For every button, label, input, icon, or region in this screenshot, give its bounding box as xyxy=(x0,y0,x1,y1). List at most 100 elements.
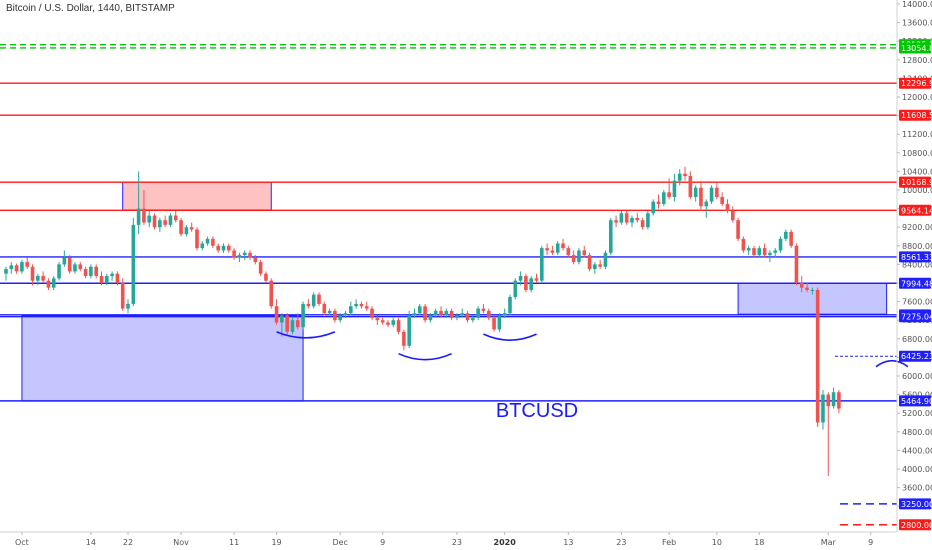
candle xyxy=(285,313,289,335)
level-label-5: 9564.14 xyxy=(899,204,932,216)
candle-body xyxy=(762,248,767,256)
candle-body xyxy=(640,220,645,228)
candle-body xyxy=(455,315,459,318)
candle xyxy=(540,245,544,283)
candle xyxy=(683,166,687,181)
candle xyxy=(62,250,67,267)
candle xyxy=(677,169,682,186)
x-tick-label: 9 xyxy=(868,538,873,547)
candle xyxy=(25,257,30,270)
candle-body xyxy=(110,273,114,277)
candle xyxy=(195,227,199,251)
candle-body xyxy=(227,245,231,251)
y-tick-label: 4400.00 xyxy=(902,446,932,455)
y-tick-label: 8400.00 xyxy=(902,260,932,269)
candle-body xyxy=(317,294,321,304)
level-label-text: 5464.90 xyxy=(901,397,932,406)
candle xyxy=(280,313,284,337)
y-tick-label: 11200.00 xyxy=(902,130,932,139)
zone-layer xyxy=(21,181,888,402)
candle xyxy=(433,308,438,318)
candle xyxy=(545,243,549,256)
candle-body xyxy=(83,269,88,277)
candle-body xyxy=(248,252,252,258)
y-tick-label: 14000.00 xyxy=(902,0,932,9)
level-label-3: 11608.54 xyxy=(899,109,932,121)
candle xyxy=(577,248,581,265)
candle xyxy=(163,215,167,228)
candle xyxy=(826,392,831,476)
candle xyxy=(359,301,364,309)
candle-body xyxy=(237,255,242,258)
candle-body xyxy=(460,313,465,316)
candle-body xyxy=(497,315,502,330)
swing-arc-3 xyxy=(875,359,909,368)
candle xyxy=(317,292,321,307)
candle-body xyxy=(677,173,682,181)
candle-body xyxy=(683,173,687,177)
candle xyxy=(264,271,268,283)
candle-body xyxy=(179,220,183,235)
y-tick-label: 4800.00 xyxy=(902,428,932,437)
candle-body xyxy=(730,210,735,221)
candle-body xyxy=(115,273,120,283)
candle xyxy=(375,315,380,325)
candle xyxy=(237,252,242,263)
candle xyxy=(534,273,539,283)
candle xyxy=(221,243,226,253)
zone-red-0 xyxy=(122,181,272,211)
candle-body xyxy=(518,276,523,281)
candle xyxy=(94,264,98,279)
candle-body xyxy=(354,303,358,307)
candle xyxy=(428,313,433,323)
candle-body xyxy=(784,231,788,239)
candle xyxy=(168,213,173,228)
candle-body xyxy=(831,392,836,407)
candle-body xyxy=(232,250,236,258)
candle xyxy=(561,238,565,251)
candle-body xyxy=(4,269,8,274)
candle xyxy=(274,299,279,325)
candle-body xyxy=(465,313,470,321)
candle xyxy=(778,236,783,253)
candle-body xyxy=(216,245,220,251)
candle-body xyxy=(508,296,512,314)
candle-body xyxy=(513,280,518,297)
candle-body xyxy=(736,220,740,239)
candle-body xyxy=(221,245,226,251)
candle xyxy=(301,301,305,330)
level-label-12: 3250.00 xyxy=(899,498,932,510)
candle-body xyxy=(444,310,449,316)
candle xyxy=(794,243,799,286)
level-label-bg xyxy=(899,498,931,510)
x-tick-label: Feb xyxy=(662,538,676,547)
candle-body xyxy=(571,255,576,263)
level-label-7: 7994.48 xyxy=(899,277,932,289)
level-label-bg xyxy=(899,204,931,216)
y-tick-label: 10800.00 xyxy=(902,149,932,158)
candle-body xyxy=(704,201,709,207)
candle-body xyxy=(338,315,343,321)
candle xyxy=(136,171,141,235)
level-label-text: 13054.86 xyxy=(901,44,932,53)
y-tick-label: 8800.00 xyxy=(902,242,932,251)
level-label-2: 12296.98 xyxy=(899,77,932,89)
candle xyxy=(518,271,523,286)
candle-body xyxy=(699,187,703,207)
candle xyxy=(158,217,162,232)
candle xyxy=(481,303,486,314)
candle xyxy=(571,250,576,265)
candle-body xyxy=(725,203,730,211)
candle-body xyxy=(211,238,215,246)
candle xyxy=(449,308,454,321)
candle-body xyxy=(651,201,656,214)
candle xyxy=(667,178,671,200)
candle xyxy=(173,210,178,223)
candle-layer xyxy=(4,166,841,476)
candle xyxy=(386,320,390,328)
candle xyxy=(476,306,480,321)
candle xyxy=(14,263,19,274)
candle-body xyxy=(502,313,507,316)
candle xyxy=(492,315,496,332)
